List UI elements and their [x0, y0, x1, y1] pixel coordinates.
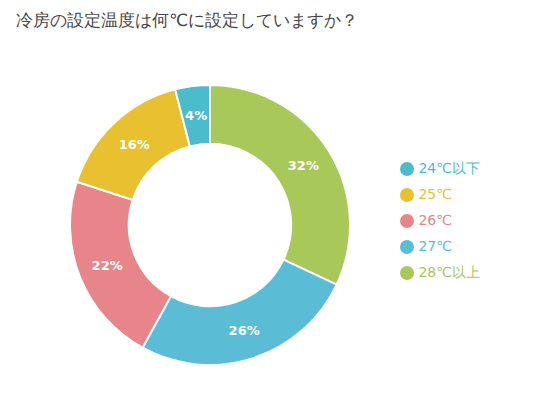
svg-text:4%: 4%	[185, 108, 207, 123]
html-text:28℃以上: 28℃以上	[418, 264, 480, 280]
html-text:24℃以下: 24℃以下	[418, 160, 480, 176]
html-text:冷房の設定温度は何℃に設定していますか？: 冷房の設定温度は何℃に設定していますか？	[16, 10, 359, 30]
svg-text:16%: 16%	[119, 137, 150, 152]
html-text:26℃: 26℃	[418, 212, 452, 228]
html-text:27℃: 27℃	[418, 238, 452, 254]
svg-text:32%: 32%	[288, 158, 319, 173]
svg-text:22%: 22%	[92, 258, 123, 273]
svg-text:26%: 26%	[229, 323, 260, 338]
html-text:25℃: 25℃	[418, 186, 452, 202]
